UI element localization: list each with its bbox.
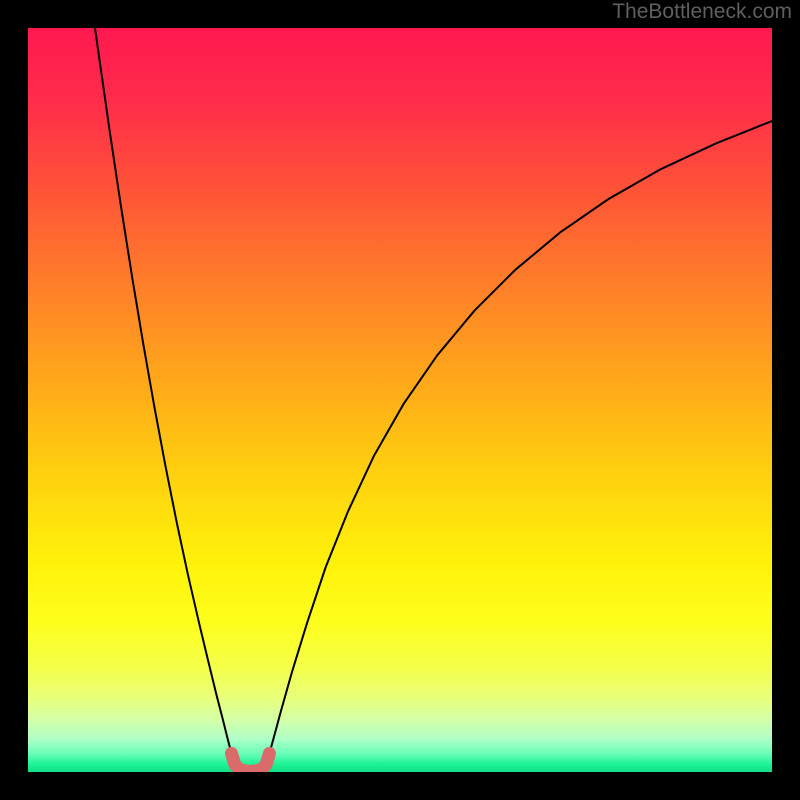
chart-background bbox=[28, 28, 772, 772]
watermark-text: TheBottleneck.com bbox=[612, 0, 792, 24]
bottleneck-chart bbox=[0, 0, 800, 800]
